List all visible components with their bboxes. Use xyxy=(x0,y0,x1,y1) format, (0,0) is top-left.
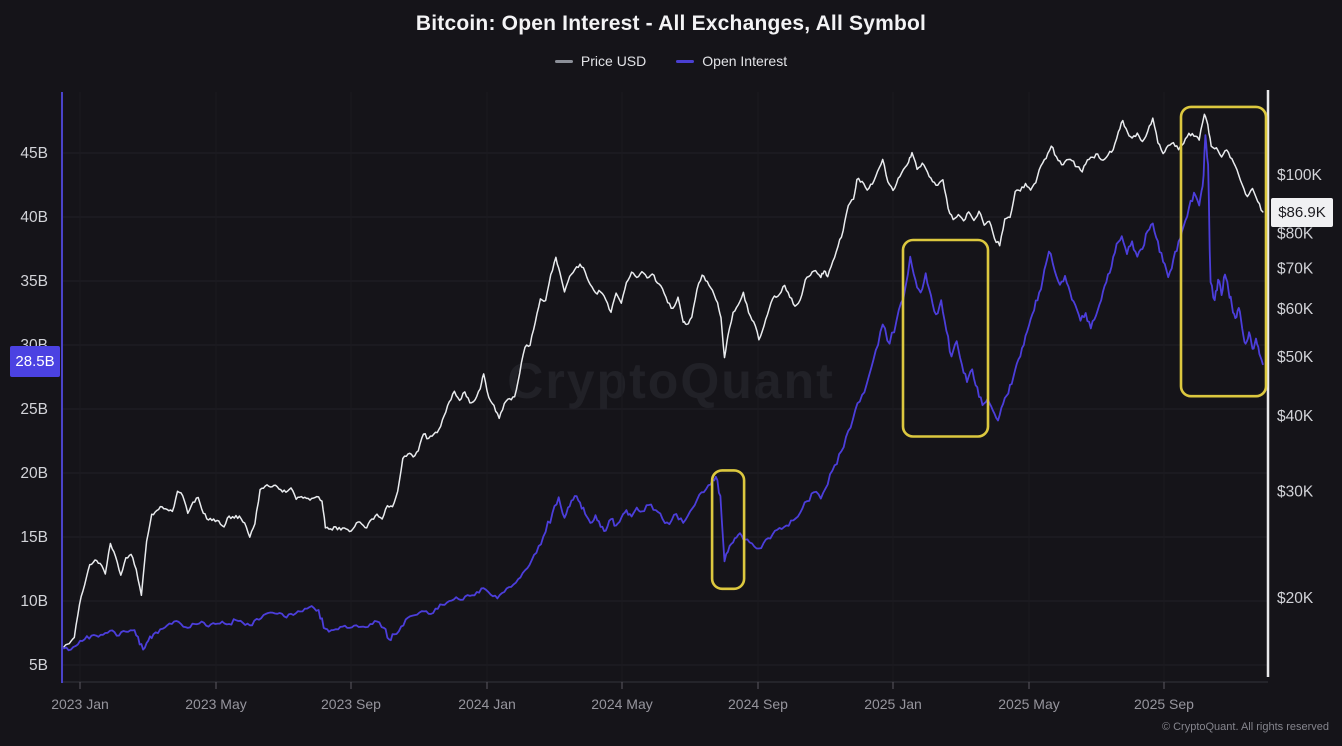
legend: Price USD Open Interest xyxy=(0,53,1342,69)
svg-text:2023 Jan: 2023 Jan xyxy=(51,696,109,712)
svg-text:10B: 10B xyxy=(20,593,48,610)
svg-text:$30K: $30K xyxy=(1277,483,1314,500)
svg-text:20B: 20B xyxy=(20,465,48,482)
copyright-notice: © CryptoQuant. All rights reserved xyxy=(1161,721,1329,733)
svg-text:$60K: $60K xyxy=(1277,301,1314,318)
svg-text:45B: 45B xyxy=(20,145,48,162)
legend-price-label: Price USD xyxy=(580,53,647,69)
svg-text:15B: 15B xyxy=(20,529,48,546)
svg-text:2025 May: 2025 May xyxy=(998,696,1059,712)
open-interest-last-value-badge: 28.5B xyxy=(10,346,60,377)
svg-text:$70K: $70K xyxy=(1277,261,1314,278)
svg-text:2023 Sep: 2023 Sep xyxy=(321,696,381,712)
price-last-value-badge: $86.9K xyxy=(1271,198,1333,227)
svg-text:40B: 40B xyxy=(20,209,48,226)
svg-text:5B: 5B xyxy=(29,657,48,674)
svg-text:25B: 25B xyxy=(20,401,48,418)
legend-open-interest-label: Open Interest xyxy=(702,53,788,69)
open-interest-legend-dash-icon xyxy=(676,59,695,63)
svg-text:2024 Sep: 2024 Sep xyxy=(728,696,788,712)
svg-text:$100K: $100K xyxy=(1277,167,1322,184)
svg-text:2024 May: 2024 May xyxy=(591,696,652,712)
chart-title: Bitcoin: Open Interest - All Exchanges, … xyxy=(415,12,927,35)
svg-text:$80K: $80K xyxy=(1277,226,1314,243)
svg-text:35B: 35B xyxy=(20,273,48,290)
price-legend-dash-icon xyxy=(554,59,573,63)
svg-text:2023 May: 2023 May xyxy=(185,696,246,712)
svg-text:2025 Sep: 2025 Sep xyxy=(1134,696,1194,712)
svg-text:2025 Jan: 2025 Jan xyxy=(864,696,922,712)
svg-text:$40K: $40K xyxy=(1277,408,1314,425)
svg-text:$20K: $20K xyxy=(1277,590,1314,607)
legend-item-open-interest[interactable]: Open Interest xyxy=(676,53,787,69)
legend-item-price[interactable]: Price USD xyxy=(554,53,647,69)
svg-text:$50K: $50K xyxy=(1277,349,1314,366)
svg-text:2024 Jan: 2024 Jan xyxy=(458,696,516,712)
